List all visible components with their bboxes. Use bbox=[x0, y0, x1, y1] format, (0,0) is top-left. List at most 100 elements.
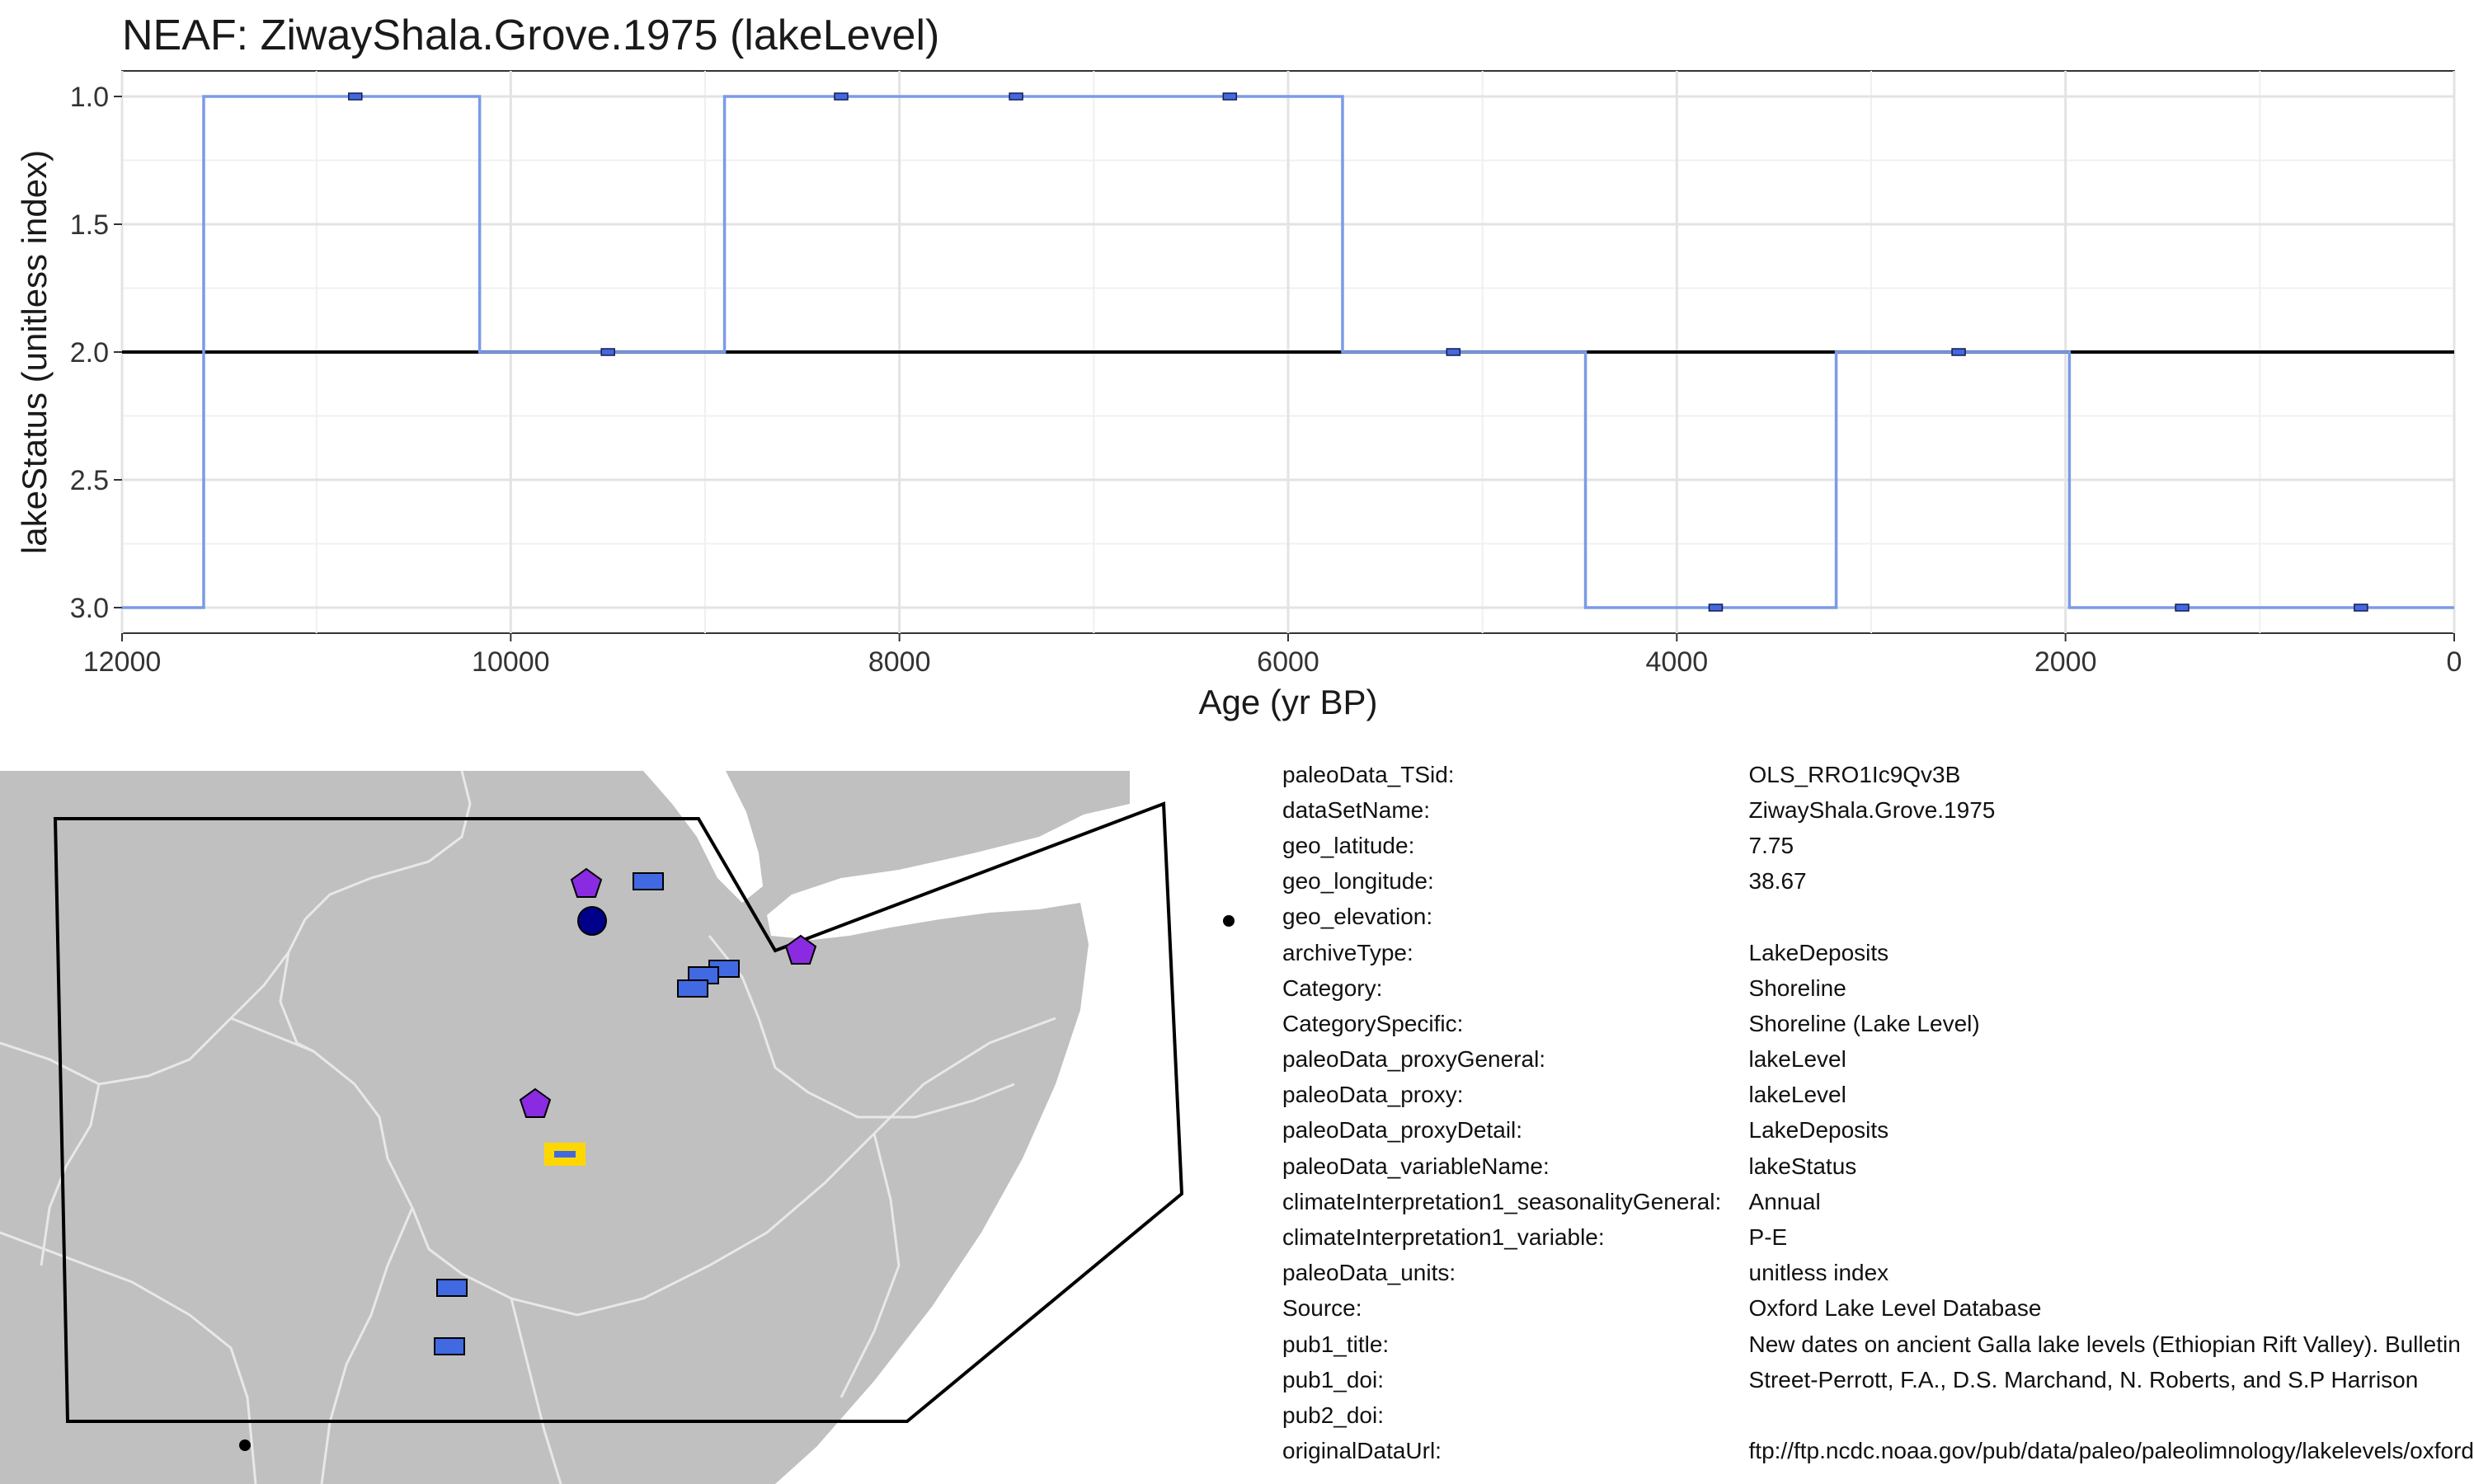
x-tick-label: 10000 bbox=[472, 646, 550, 678]
metadata-row: Category: Shoreline bbox=[1282, 970, 2474, 1006]
site-markers bbox=[239, 867, 817, 1451]
metadata-value: New dates on ancient Galla lake levels (… bbox=[1748, 1331, 2461, 1357]
metadata-value: lakeLevel bbox=[1748, 1082, 1846, 1108]
metadata-row: pub1_doi: Street-Perrott, F.A., D.S. Marc… bbox=[1282, 1362, 2474, 1397]
metadata-key: paleoData_proxy: bbox=[1282, 1082, 1464, 1108]
gulf-water bbox=[643, 771, 763, 903]
site-rect-5 bbox=[436, 1279, 468, 1297]
site-pentagon-2 bbox=[784, 934, 817, 965]
metadata-row: dataSetName: ZiwayShala.Grove.1975 bbox=[1282, 792, 2474, 828]
metadata-value: Shoreline bbox=[1748, 974, 1846, 1001]
site-rect-6 bbox=[434, 1337, 465, 1355]
metadata-table: paleoData_TSid: OLS_RRO1Ic9Qv3B dataSetNam… bbox=[1282, 757, 2474, 1469]
site-pentagon-3 bbox=[519, 1087, 552, 1118]
metadata-row: pub1_title: New dates on ancient Galla la… bbox=[1282, 1327, 2474, 1362]
metadata-key: climateInterpretation1_variable: bbox=[1282, 1224, 1605, 1251]
metadata-panel: paleoData_TSid: OLS_RRO1Ic9Qv3B dataSetNam… bbox=[1282, 757, 2474, 1484]
site-pentagon-1 bbox=[570, 867, 603, 898]
metadata-value: ftp://ftp.ncdc.noaa.gov/pub/data/paleo/p… bbox=[1748, 1438, 2474, 1464]
metadata-key: paleoData_units: bbox=[1282, 1260, 1456, 1286]
site-rect-1 bbox=[633, 872, 664, 890]
region-boundary bbox=[53, 801, 1184, 1423]
x-axis-title: Age (yr BP) bbox=[1198, 683, 1377, 721]
land-mass bbox=[0, 771, 1130, 1484]
series-lake-status bbox=[122, 92, 2454, 612]
land-arabia bbox=[709, 771, 1130, 878]
metadata-value: Annual bbox=[1748, 1188, 1821, 1214]
metadata-value: Shoreline (Lake Level) bbox=[1748, 1010, 1980, 1036]
metadata-row: originalDataUrl: ftp://ftp.ncdc.noaa.gov/… bbox=[1282, 1434, 2474, 1469]
metadata-value: lakeStatus bbox=[1748, 1153, 1857, 1179]
metadata-key: climateInterpretation1_seasonalityGenera… bbox=[1282, 1188, 1722, 1214]
y-tick-label: 1.5 bbox=[70, 209, 109, 241]
x-axis-ticks: 12000 10000 8000 6000 4000 2000 0 bbox=[83, 633, 2462, 678]
data-point-4 bbox=[1009, 92, 1023, 101]
x-tick-label: 4000 bbox=[1646, 646, 1709, 678]
metadata-row: paleoData_TSid: OLS_RRO1Ic9Qv3B bbox=[1282, 757, 2474, 792]
metadata-value bbox=[1749, 1397, 2474, 1433]
data-point-10 bbox=[2354, 603, 2368, 612]
site-circle bbox=[577, 906, 607, 936]
metadata-key: dataSetName: bbox=[1282, 796, 1430, 823]
metadata-key: geo_longitude: bbox=[1282, 868, 1434, 895]
metadata-row: paleoData_units: unitless index bbox=[1282, 1256, 2474, 1291]
metadata-row: climateInterpretation1_variable: P-E bbox=[1282, 1219, 2474, 1255]
metadata-row: CategorySpecific: Shoreline (Lake Level) bbox=[1282, 1006, 2474, 1041]
legend-dot bbox=[1223, 915, 1235, 927]
data-point-1 bbox=[348, 92, 363, 101]
metadata-row: climateInterpretation1_seasonalityGenera… bbox=[1282, 1184, 2474, 1219]
x-tick-label: 8000 bbox=[868, 646, 931, 678]
metadata-value: P-E bbox=[1748, 1224, 1788, 1251]
metadata-key: paleoData_proxyGeneral: bbox=[1282, 1046, 1546, 1073]
metadata-value: unitless index bbox=[1748, 1260, 1889, 1286]
metadata-key: paleoData_proxyDetail: bbox=[1282, 1117, 1523, 1144]
data-point-2 bbox=[600, 348, 615, 356]
metadata-row: Source: Oxford Lake Level Database bbox=[1282, 1291, 2474, 1327]
metadata-value: Street-Perrott, F.A., D.S. Marchand, N. … bbox=[1748, 1366, 2419, 1392]
data-point-7 bbox=[1708, 603, 1724, 612]
data-point-8 bbox=[1951, 348, 1966, 356]
data-point-9 bbox=[2175, 603, 2189, 612]
metadata-key: pub1_doi: bbox=[1282, 1366, 1385, 1392]
metadata-key: Category: bbox=[1282, 974, 1383, 1001]
metadata-key: geo_elevation: bbox=[1282, 904, 1433, 930]
metadata-row: geo_longitude: 38.67 bbox=[1282, 864, 2474, 899]
metadata-value: LakeDeposits bbox=[1748, 1117, 1889, 1144]
metadata-row: archiveType: LakeDeposits bbox=[1282, 935, 2474, 970]
metadata-row: paleoData_proxyDetail: LakeDeposits bbox=[1282, 1113, 2474, 1148]
country-borders bbox=[0, 771, 1056, 1484]
metadata-value: 7.75 bbox=[1748, 832, 1794, 858]
y-tick-label: 2.5 bbox=[70, 465, 109, 496]
lake-level-chart: NEAF: ZiwayShala.Grove.1975 (lakeLevel) … bbox=[15, 12, 2462, 721]
data-point-3 bbox=[834, 92, 849, 101]
metadata-row: geo_elevation: bbox=[1282, 899, 2474, 935]
map-dot bbox=[239, 1439, 251, 1451]
metadata-key: originalDataUrl: bbox=[1282, 1438, 1442, 1464]
metadata-row: paleoData_proxyGeneral: lakeLevel bbox=[1282, 1042, 2474, 1078]
metadata-key: geo_latitude: bbox=[1282, 832, 1415, 858]
x-tick-label: 2000 bbox=[2034, 646, 2097, 678]
y-axis-ticks: 1.0 1.5 2.0 2.5 3.0 bbox=[70, 82, 122, 624]
data-point-5 bbox=[1222, 92, 1238, 101]
metadata-key: pub1_title: bbox=[1282, 1331, 1390, 1357]
metadata-value: ZiwayShala.Grove.1975 bbox=[1748, 796, 1996, 823]
metadata-key: pub2_doi: bbox=[1282, 1402, 1385, 1428]
x-tick-label: 0 bbox=[2447, 646, 2462, 678]
y-tick-label: 3.0 bbox=[70, 593, 109, 624]
metadata-value: 38.67 bbox=[1748, 868, 1807, 895]
y-tick-label: 1.0 bbox=[70, 82, 109, 113]
chart-title: NEAF: ZiwayShala.Grove.1975 (lakeLevel) bbox=[122, 12, 939, 59]
metadata-value: Oxford Lake Level Database bbox=[1748, 1295, 2042, 1322]
metadata-key: paleoData_variableName: bbox=[1282, 1153, 1550, 1179]
site-rect-4 bbox=[677, 979, 708, 998]
metadata-key: paleoData_TSid: bbox=[1282, 761, 1455, 787]
metadata-row: geo_latitude: 7.75 bbox=[1282, 828, 2474, 863]
metadata-key: CategorySpecific: bbox=[1282, 1010, 1464, 1036]
metadata-row: paleoData_proxy: lakeLevel bbox=[1282, 1078, 2474, 1113]
metadata-value bbox=[1749, 899, 2474, 935]
metadata-value: LakeDeposits bbox=[1748, 939, 1889, 965]
metadata-key: Source: bbox=[1282, 1295, 1362, 1322]
metadata-value: lakeLevel bbox=[1748, 1046, 1846, 1073]
metadata-row: pub2_doi: bbox=[1282, 1397, 2474, 1433]
x-tick-label: 12000 bbox=[83, 646, 162, 678]
